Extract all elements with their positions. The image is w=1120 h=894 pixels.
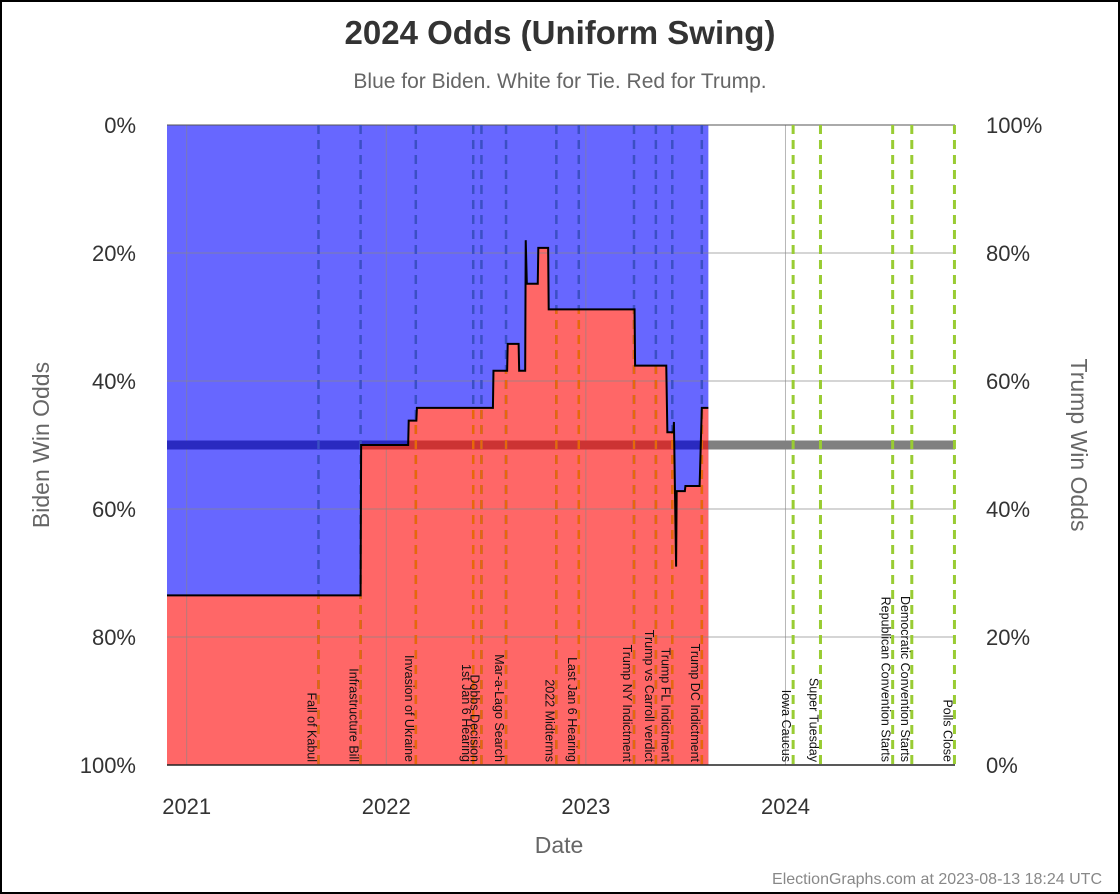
- x-tick: 2023: [561, 794, 610, 819]
- event-label: Trump DC Indictment: [688, 644, 702, 763]
- odds-line: [167, 240, 709, 597]
- event-label: Trump NY Indictment: [620, 645, 634, 763]
- y-tick-left: 0%: [104, 113, 136, 138]
- event-label: Polls Close: [940, 699, 954, 762]
- event-label: Infrastructure Bill: [347, 668, 361, 762]
- footer-credit: ElectionGraphs.com at 2023-08-13 18:24 U…: [772, 871, 1102, 888]
- event-label: Last Jan 6 Hearing: [565, 657, 579, 762]
- y-tick-left: 20%: [92, 241, 136, 266]
- midline-band-red: [167, 440, 709, 450]
- y-tick-right: 40%: [986, 497, 1030, 522]
- event-label: Super Tuesday: [806, 678, 820, 763]
- midline-band-future: [708, 440, 955, 450]
- event-label: Trump FL Indictment: [658, 648, 672, 763]
- y-axis-label-left: Biden Win Odds: [28, 362, 54, 528]
- y-tick-right: 100%: [986, 113, 1042, 138]
- y-tick-right: 80%: [986, 241, 1030, 266]
- event-label: Trump vs Carroll verdict: [642, 630, 656, 763]
- event-label: Republican Convention Starts: [879, 597, 893, 762]
- event-label: Democratic Convention Starts: [898, 596, 912, 762]
- x-tick: 2022: [362, 794, 411, 819]
- trump-area: [167, 240, 709, 765]
- event-label: 1st Jan 6 Hearing: [459, 664, 473, 762]
- event-markers: [317, 125, 956, 765]
- grid-lines: [167, 124, 955, 766]
- event-label: Iowa Caucus: [779, 690, 793, 762]
- y-tick-left: 80%: [92, 625, 136, 650]
- event-label: Dobbs Decision: [467, 674, 481, 762]
- event-label: Invasion of Ukraine: [402, 655, 416, 762]
- x-axis-label: Date: [535, 832, 584, 858]
- event-label: Mar-a-Lago Search: [492, 654, 506, 762]
- chart-title: 2024 Odds (Uniform Swing): [345, 14, 776, 51]
- trump-odds-line: [167, 240, 709, 597]
- x-tick: 2021: [162, 794, 211, 819]
- y-tick-right: 60%: [986, 369, 1030, 394]
- y-tick-left: 60%: [92, 497, 136, 522]
- axis-ticks: 0% 20% 40% 60% 80% 100% 100% 80% 60% 40% 20% 0% 2021…: [80, 113, 1043, 819]
- y-tick-right: 0%: [986, 753, 1018, 778]
- event-label: 2022 Midterms: [542, 679, 556, 762]
- y-tick-left: 100%: [80, 753, 136, 778]
- y-axis-label-right: Trump Win Odds: [1066, 359, 1092, 532]
- x-tick: 2024: [761, 794, 810, 819]
- chart-subtitle: Blue for Biden. White for Tie. Red for T…: [353, 70, 766, 93]
- event-label: Fall of Kabul: [304, 693, 318, 762]
- y-tick-left: 40%: [92, 369, 136, 394]
- event-labels: Fall of Kabul Infrastructure Bill Invasion…: [304, 596, 954, 763]
- y-tick-right: 20%: [986, 625, 1030, 650]
